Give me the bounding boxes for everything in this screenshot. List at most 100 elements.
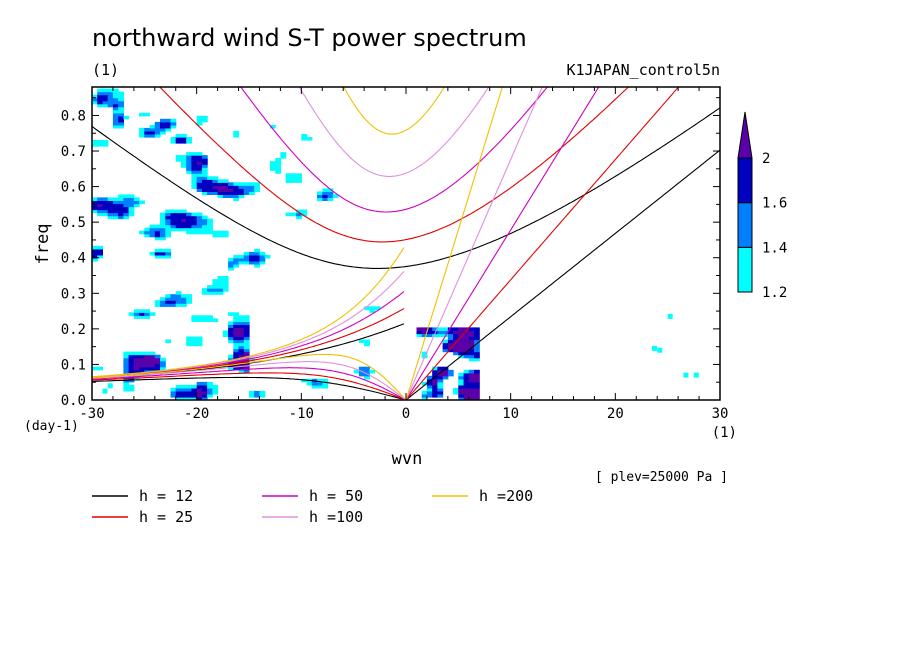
power-cell xyxy=(447,333,454,338)
power-cell xyxy=(165,118,172,123)
power-cell xyxy=(97,254,103,259)
power-cell xyxy=(432,384,438,389)
power-cell xyxy=(207,291,213,295)
power-cell xyxy=(191,185,198,189)
power-cell xyxy=(154,121,161,126)
power-cell xyxy=(207,318,213,322)
power-cell xyxy=(201,170,208,174)
power-cell xyxy=(259,390,266,395)
power-cell xyxy=(233,134,240,138)
power-cell xyxy=(160,227,166,232)
power-cell xyxy=(474,384,480,389)
power-cell xyxy=(123,369,130,374)
power-cell xyxy=(228,357,234,362)
power-cell xyxy=(160,127,166,132)
power-cell xyxy=(149,233,156,238)
power-cell xyxy=(296,215,302,220)
power-cell xyxy=(222,282,229,286)
power-cell xyxy=(196,215,203,220)
power-cell xyxy=(139,354,145,359)
power-cell xyxy=(254,254,260,259)
power-cell xyxy=(144,360,151,365)
power-cell xyxy=(107,200,114,205)
power-cell xyxy=(458,336,465,341)
power-cell xyxy=(201,155,208,159)
power-cell xyxy=(149,230,156,235)
power-cell xyxy=(447,372,454,377)
power-cell xyxy=(191,176,198,180)
power-cell xyxy=(191,155,198,159)
power-cell xyxy=(432,372,438,377)
power-cell xyxy=(442,348,449,353)
power-cell xyxy=(207,315,213,319)
x-tick-label: 20 xyxy=(607,406,624,422)
power-cell xyxy=(92,94,98,99)
power-cell xyxy=(165,303,172,307)
power-cell xyxy=(437,390,444,395)
power-cell xyxy=(238,324,245,328)
power-cell xyxy=(181,227,187,232)
power-cell xyxy=(364,366,370,371)
power-cell xyxy=(170,121,177,126)
power-cell xyxy=(212,285,219,289)
power-cell xyxy=(186,230,192,235)
power-cell xyxy=(170,303,177,307)
power-cell xyxy=(269,167,276,171)
power-cell xyxy=(170,118,177,123)
power-cell xyxy=(92,206,98,211)
power-cell xyxy=(238,336,245,341)
power-cell xyxy=(102,88,109,93)
power-cell xyxy=(102,143,109,147)
power-cell xyxy=(139,309,145,313)
power-cell xyxy=(107,209,114,214)
power-cell xyxy=(474,369,480,374)
power-cell xyxy=(432,394,438,398)
y-tick-label: 0.4 xyxy=(61,251,86,267)
power-cell xyxy=(160,233,166,238)
power-cell xyxy=(196,315,203,319)
y-tick-label: 0.7 xyxy=(61,144,86,160)
power-cell xyxy=(238,351,245,356)
power-cell xyxy=(322,378,329,383)
power-cell xyxy=(447,345,454,350)
ig-curve-h50 xyxy=(240,87,548,213)
power-cell xyxy=(442,369,449,374)
power-cell xyxy=(186,158,192,162)
power-cell xyxy=(447,327,454,331)
power-cell xyxy=(243,369,250,374)
power-cell xyxy=(243,251,250,256)
power-cell xyxy=(358,339,365,344)
power-cell xyxy=(463,339,470,344)
power-cell xyxy=(243,348,250,353)
power-cell xyxy=(426,333,433,338)
power-cell xyxy=(92,254,98,259)
power-cell xyxy=(249,260,255,265)
power-cell xyxy=(175,158,182,162)
power-cell xyxy=(107,100,114,105)
power-cell xyxy=(181,137,187,141)
power-cell xyxy=(228,336,234,341)
power-cell xyxy=(196,221,203,226)
power-cell xyxy=(416,327,423,331)
ig-curve-h25 xyxy=(159,87,630,243)
colorbar-label: 2 xyxy=(762,151,770,167)
power-cell xyxy=(133,369,140,374)
power-cell xyxy=(201,164,208,168)
power-cell xyxy=(196,336,203,341)
power-cell xyxy=(296,179,302,183)
power-cell xyxy=(421,327,428,331)
power-cell xyxy=(207,381,213,386)
power-cell xyxy=(175,291,182,295)
power-cell xyxy=(693,372,699,378)
power-cell xyxy=(181,224,187,229)
power-cell xyxy=(201,221,208,226)
power-cell xyxy=(296,212,302,217)
power-cell xyxy=(243,345,250,350)
power-cell xyxy=(154,127,161,132)
power-cell xyxy=(144,112,151,117)
power-cell xyxy=(212,230,219,235)
power-cell xyxy=(474,381,480,386)
power-cell xyxy=(327,197,334,201)
power-cell xyxy=(196,218,203,223)
power-cell xyxy=(453,330,459,335)
